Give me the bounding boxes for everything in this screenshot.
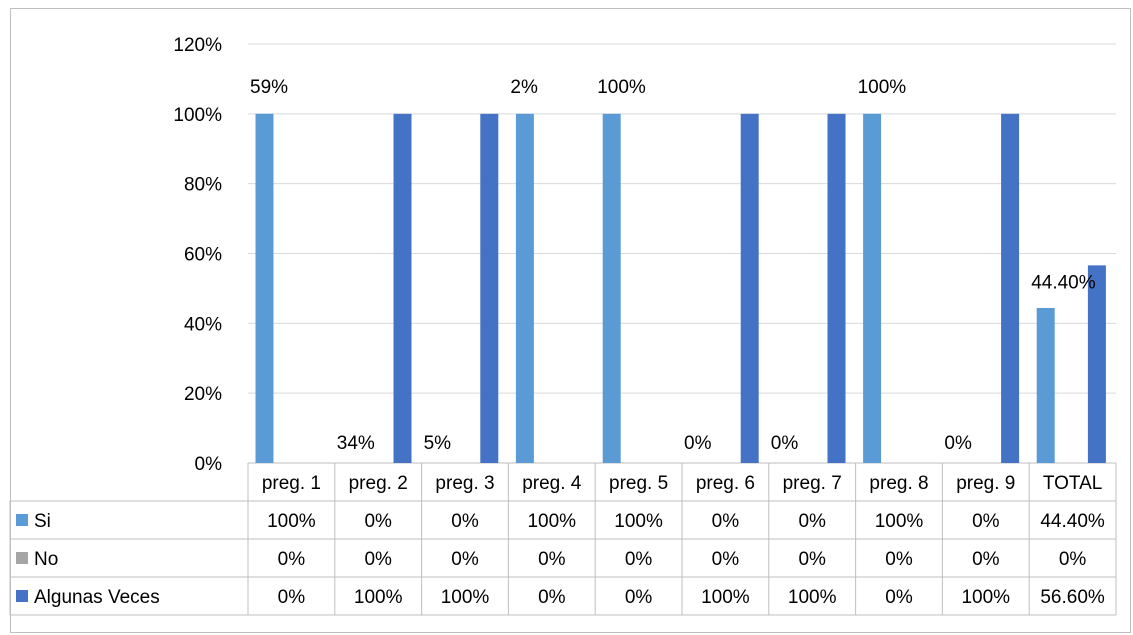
bar-si <box>1036 307 1055 463</box>
data-label: 100% <box>858 77 907 98</box>
y-tick-label: 40% <box>184 314 222 335</box>
table-cell: 0% <box>364 511 392 532</box>
table-cell: 0% <box>278 587 306 608</box>
data-label: 100% <box>597 77 646 98</box>
legend-swatch-algunas-veces <box>16 590 28 602</box>
bar-algunas-veces <box>480 113 499 463</box>
x-category-label: preg. 2 <box>349 473 408 494</box>
bar-algunas-veces <box>827 113 846 463</box>
y-tick-label: 0% <box>195 454 223 475</box>
table-cell: 0% <box>625 549 653 570</box>
table-cell: 0% <box>885 549 913 570</box>
x-category-label: preg. 3 <box>435 473 494 494</box>
bar-si <box>602 113 621 463</box>
data-label: 34% <box>337 433 375 454</box>
x-category-label: TOTAL <box>1043 473 1102 494</box>
table-cell: 0% <box>798 511 826 532</box>
table-cell: 0% <box>1059 549 1087 570</box>
data-label: 0% <box>944 433 972 454</box>
x-category-label: preg. 7 <box>783 473 842 494</box>
data-label: 59% <box>250 77 288 98</box>
y-tick-label: 60% <box>184 245 222 266</box>
table-cell: 100% <box>267 511 316 532</box>
table-cell: 0% <box>972 511 1000 532</box>
x-category-label: preg. 4 <box>522 473 582 494</box>
table-cell: 0% <box>538 549 566 570</box>
table-cell: 0% <box>538 587 566 608</box>
legend-swatch-si <box>16 514 28 526</box>
table-cell: 0% <box>278 549 306 570</box>
x-category-label: preg. 9 <box>956 473 1015 494</box>
chart-frame <box>10 8 1131 633</box>
table-cell: 100% <box>875 511 924 532</box>
table-cell: 100% <box>441 587 490 608</box>
table-cell: 0% <box>451 549 479 570</box>
table-cell: 0% <box>364 549 392 570</box>
y-tick-label: 20% <box>184 384 222 405</box>
bar-algunas-veces <box>740 113 759 463</box>
x-category-label: preg. 8 <box>869 473 928 494</box>
y-tick-label: 80% <box>184 175 222 196</box>
bar-algunas-veces <box>1087 265 1106 463</box>
table-cell: 100% <box>701 587 750 608</box>
table-cell: 56.60% <box>1040 587 1105 608</box>
table-cell: 100% <box>788 587 837 608</box>
bar-algunas-veces <box>1001 113 1020 463</box>
data-label: 44.40% <box>1031 272 1096 293</box>
table-cell: 0% <box>885 587 913 608</box>
legend-swatch-no <box>16 552 28 564</box>
table-cell: 100% <box>961 587 1010 608</box>
y-tick-label: 120% <box>173 35 222 56</box>
legend-label: No <box>34 549 58 570</box>
table-cell: 0% <box>972 549 1000 570</box>
x-category-label: preg. 5 <box>609 473 668 494</box>
legend-label: Si <box>34 511 51 532</box>
bar-si <box>863 113 882 463</box>
bar-si <box>515 113 534 463</box>
data-label: 0% <box>771 433 799 454</box>
table-cell: 0% <box>712 511 740 532</box>
x-category-label: preg. 1 <box>262 473 321 494</box>
table-cell: 0% <box>712 549 740 570</box>
x-category-label: preg. 6 <box>696 473 755 494</box>
table-cell: 100% <box>354 587 403 608</box>
table-cell: 0% <box>451 511 479 532</box>
table-cell: 0% <box>798 549 826 570</box>
data-label: 2% <box>510 77 538 98</box>
table-cell: 100% <box>614 511 663 532</box>
data-label: 0% <box>684 433 712 454</box>
bar-algunas-veces <box>393 113 412 463</box>
bar-si <box>255 113 274 463</box>
table-cell: 100% <box>527 511 576 532</box>
table-cell: 44.40% <box>1040 511 1105 532</box>
legend-label: Algunas Veces <box>34 587 160 608</box>
y-tick-label: 100% <box>173 105 222 126</box>
data-label: 5% <box>424 433 452 454</box>
table-cell: 0% <box>625 587 653 608</box>
